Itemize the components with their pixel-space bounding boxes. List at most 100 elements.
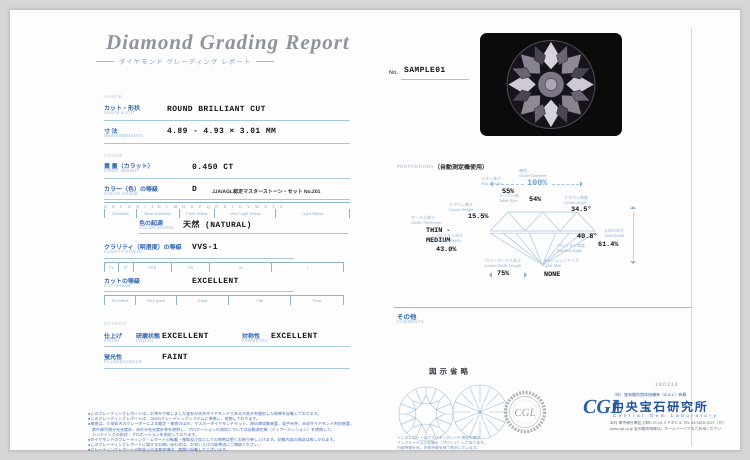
fine-print-line: カッティングの形状・プロポーションを測定しております。 xyxy=(88,431,200,437)
arrow-down-icon xyxy=(630,261,636,264)
section-header-grade: GRADE xyxy=(104,153,124,158)
fine-print-line: 紫外線可視分光光度計、赤外分光光度計等を使用し、プロポーションの測定については自… xyxy=(88,426,335,432)
fluorescence-label-en: FLUORESCENCE xyxy=(104,359,143,364)
report-subtitle: ダイヤモンド グレーディング レポート xyxy=(96,56,274,66)
rule xyxy=(104,346,350,347)
girdle-diameter-label: 直径 Girdle Diameter xyxy=(519,168,548,178)
carat-label-en: CARAT WEIGHT xyxy=(104,168,140,173)
color-group: Light Yellow xyxy=(275,209,349,218)
lab-name-en: Central Gem Laboratory xyxy=(613,413,719,418)
color-origin-label-en: COLOR ORIGIN xyxy=(139,225,174,230)
clarity-mark: VS xyxy=(170,263,209,272)
color-scale-groups: Colorless Near Colorless Faint Yellow Ve… xyxy=(104,209,350,218)
section-header-shape: SHAPE xyxy=(104,94,123,99)
lab-address-1: 本社 東京都台東区上野5-15-14 ミヤギビル TEL 03-5818-162… xyxy=(610,421,727,425)
clarity-label-ja: クラリティ（明澄度）の等級 xyxy=(104,245,182,251)
color-grade-note: JJA/AGL認定マスターストーン・セット No.201 xyxy=(212,189,321,195)
color-grade-value: D xyxy=(192,185,198,194)
symmetry-label-ja: 対称性 xyxy=(242,334,261,340)
rule xyxy=(138,233,348,234)
plot-notes: ※このレポートはクラリティグレード決定の際の インクルージョンを図示（プロット）… xyxy=(397,436,487,451)
rule xyxy=(104,199,350,200)
arrow-up-icon xyxy=(630,206,636,209)
color-origin-value: 天然 (NATURAL) xyxy=(183,221,252,230)
measurements-value: 4.89 - 4.93 × 3.01 MM xyxy=(167,127,277,136)
carat-label-ja: 重 量（カラット） xyxy=(104,164,154,170)
rule xyxy=(104,368,350,369)
measurements-label-ja: 寸 法 xyxy=(104,129,118,135)
lab-address-2: www.cgl.co.jp 宝石鑑別情報は、ホームページでもご利用ください xyxy=(610,427,722,431)
lower-girdle-label: ロワーガードル長さ Lower Girdle Length xyxy=(485,258,522,268)
diamond-profile-drawing xyxy=(489,205,596,272)
rule xyxy=(104,143,350,144)
report-no-value: SAMPLE01 xyxy=(404,66,446,75)
girdle-diameter-value: 100% xyxy=(527,178,548,188)
cut-mark: Fair xyxy=(228,296,290,305)
proportions-header-en: PROPORTIONS xyxy=(397,164,434,169)
subtitle-rule-right xyxy=(256,60,274,62)
symmetry-value: EXCELLENT xyxy=(271,332,318,341)
arrow-right-icon xyxy=(580,181,583,187)
fine-print-block: ●このグレーディングレポートは、お預かり致しました宝石が天然ダイヤモンドであるか… xyxy=(88,411,373,453)
fine-print-line: ●このグレーディングレポートは、お預かり致しました宝石が天然ダイヤモンドであるか… xyxy=(88,411,322,416)
comments-label-en: COMMENTS xyxy=(397,319,424,324)
fine-print-line: ●ダイヤモンドのグレーディング・レポートの転載・複製及び加工しての使用は堅くお断… xyxy=(88,437,338,443)
diamond-photo-image xyxy=(480,33,622,136)
symmetry-label-en: SYMMETRY xyxy=(242,338,269,343)
rule xyxy=(104,120,350,121)
fine-print-line: ●グレーディングレポートの取扱上の注意事項は、裏面に記載してございます。 xyxy=(88,447,230,453)
lower-girdle-value: 75% xyxy=(497,270,510,278)
color-group: Very Light Yellow xyxy=(214,209,275,218)
pavilion-depth-label: パビリオン深さ Pavilion Depth xyxy=(435,233,463,243)
fine-print-line: ●検査は、５倍拡大のグレーダーによる鑑定・検査のほか、マスターダイヤモンドセット… xyxy=(88,421,354,427)
depth-measure-line xyxy=(633,212,634,260)
cut-mark: Excellent xyxy=(104,296,135,305)
cut-grade-label-en: CUT GRADE xyxy=(104,283,132,288)
clarity-scale: FL IF VVS VS SI I xyxy=(104,262,344,272)
rule xyxy=(394,307,692,308)
color-grade-label-ja: カラー（色）の等級 xyxy=(104,187,159,193)
cut-grade-value: EXCELLENT xyxy=(192,277,239,286)
color-group: Faint Yellow xyxy=(178,209,215,218)
fine-print-line: ●このグレーディングレポートは、GIAのグレーディングシステムに準拠し、実施して… xyxy=(88,416,260,422)
pavilion-depth-value: 43.0% xyxy=(436,246,457,254)
cut-scale: Excellent Very good Good Fair Poor xyxy=(104,295,344,305)
pavilion-angle-value: 40.8° xyxy=(577,233,598,241)
girdle-thickness-value-1: THIN - xyxy=(426,227,451,235)
pavilion-angle-label: パビリオン角度 Pavilion Angle xyxy=(557,243,585,253)
finish-label-en: FINISH xyxy=(104,338,120,343)
culet-size-label: キューレットサイズ Culet Size xyxy=(543,258,579,268)
carat-value: 0.450 CT xyxy=(192,163,234,172)
arrow-left-icon xyxy=(490,181,493,187)
clarity-mark: IF xyxy=(118,263,132,272)
comments-label-ja: その他 xyxy=(397,314,417,321)
cut-mark: Very good xyxy=(135,296,176,305)
clarity-mark: FL xyxy=(104,263,118,272)
page-fold-line xyxy=(691,28,692,446)
fluorescence-label-ja: 蛍光性 xyxy=(104,355,123,361)
shape-cut-label-ja: カット・形状 xyxy=(104,106,141,112)
measure-dash xyxy=(496,184,524,185)
cut-mark: Poor xyxy=(290,296,343,305)
plot-note-line: インクルージョンを図示（プロット）しております。 xyxy=(397,441,488,445)
shape-cut-value: ROUND BRILLIANT CUT xyxy=(167,105,266,114)
rule xyxy=(104,178,350,179)
report-title: Diamond Grading Report xyxy=(106,30,350,54)
clarity-label-en: CLARITY GRADE xyxy=(104,249,142,254)
svg-text:CGL: CGL xyxy=(514,407,535,419)
star-length-label: スター長さ Star Length xyxy=(481,176,502,186)
color-scale-letters: D E F G H I J K L M N O P Q R S T U V W … xyxy=(104,202,350,209)
proportions-header-note: （自動測定機使用） xyxy=(434,165,489,171)
table-size-label: テーブル径 Table Size xyxy=(499,193,519,203)
total-depth-label: 全体の深さ Total Depth xyxy=(604,228,625,238)
color-grade-label-en: COLOR GRADE xyxy=(104,191,139,196)
polish-value: EXCELLENT xyxy=(162,332,209,341)
rule xyxy=(104,258,294,259)
subtitle-rule-left xyxy=(96,60,114,62)
fine-print-line: ●このグレーディングレポートに関するお問い合わせは、お買い上げの販売店にご相談く… xyxy=(88,442,263,448)
color-group: Colorless xyxy=(104,209,136,218)
crown-height-label: クラウン高さ Crown Height xyxy=(449,202,474,212)
arrow-right-icon xyxy=(524,272,527,278)
finish-label-ja: 仕上げ xyxy=(104,334,123,340)
clarity-mark: SI xyxy=(209,263,271,272)
